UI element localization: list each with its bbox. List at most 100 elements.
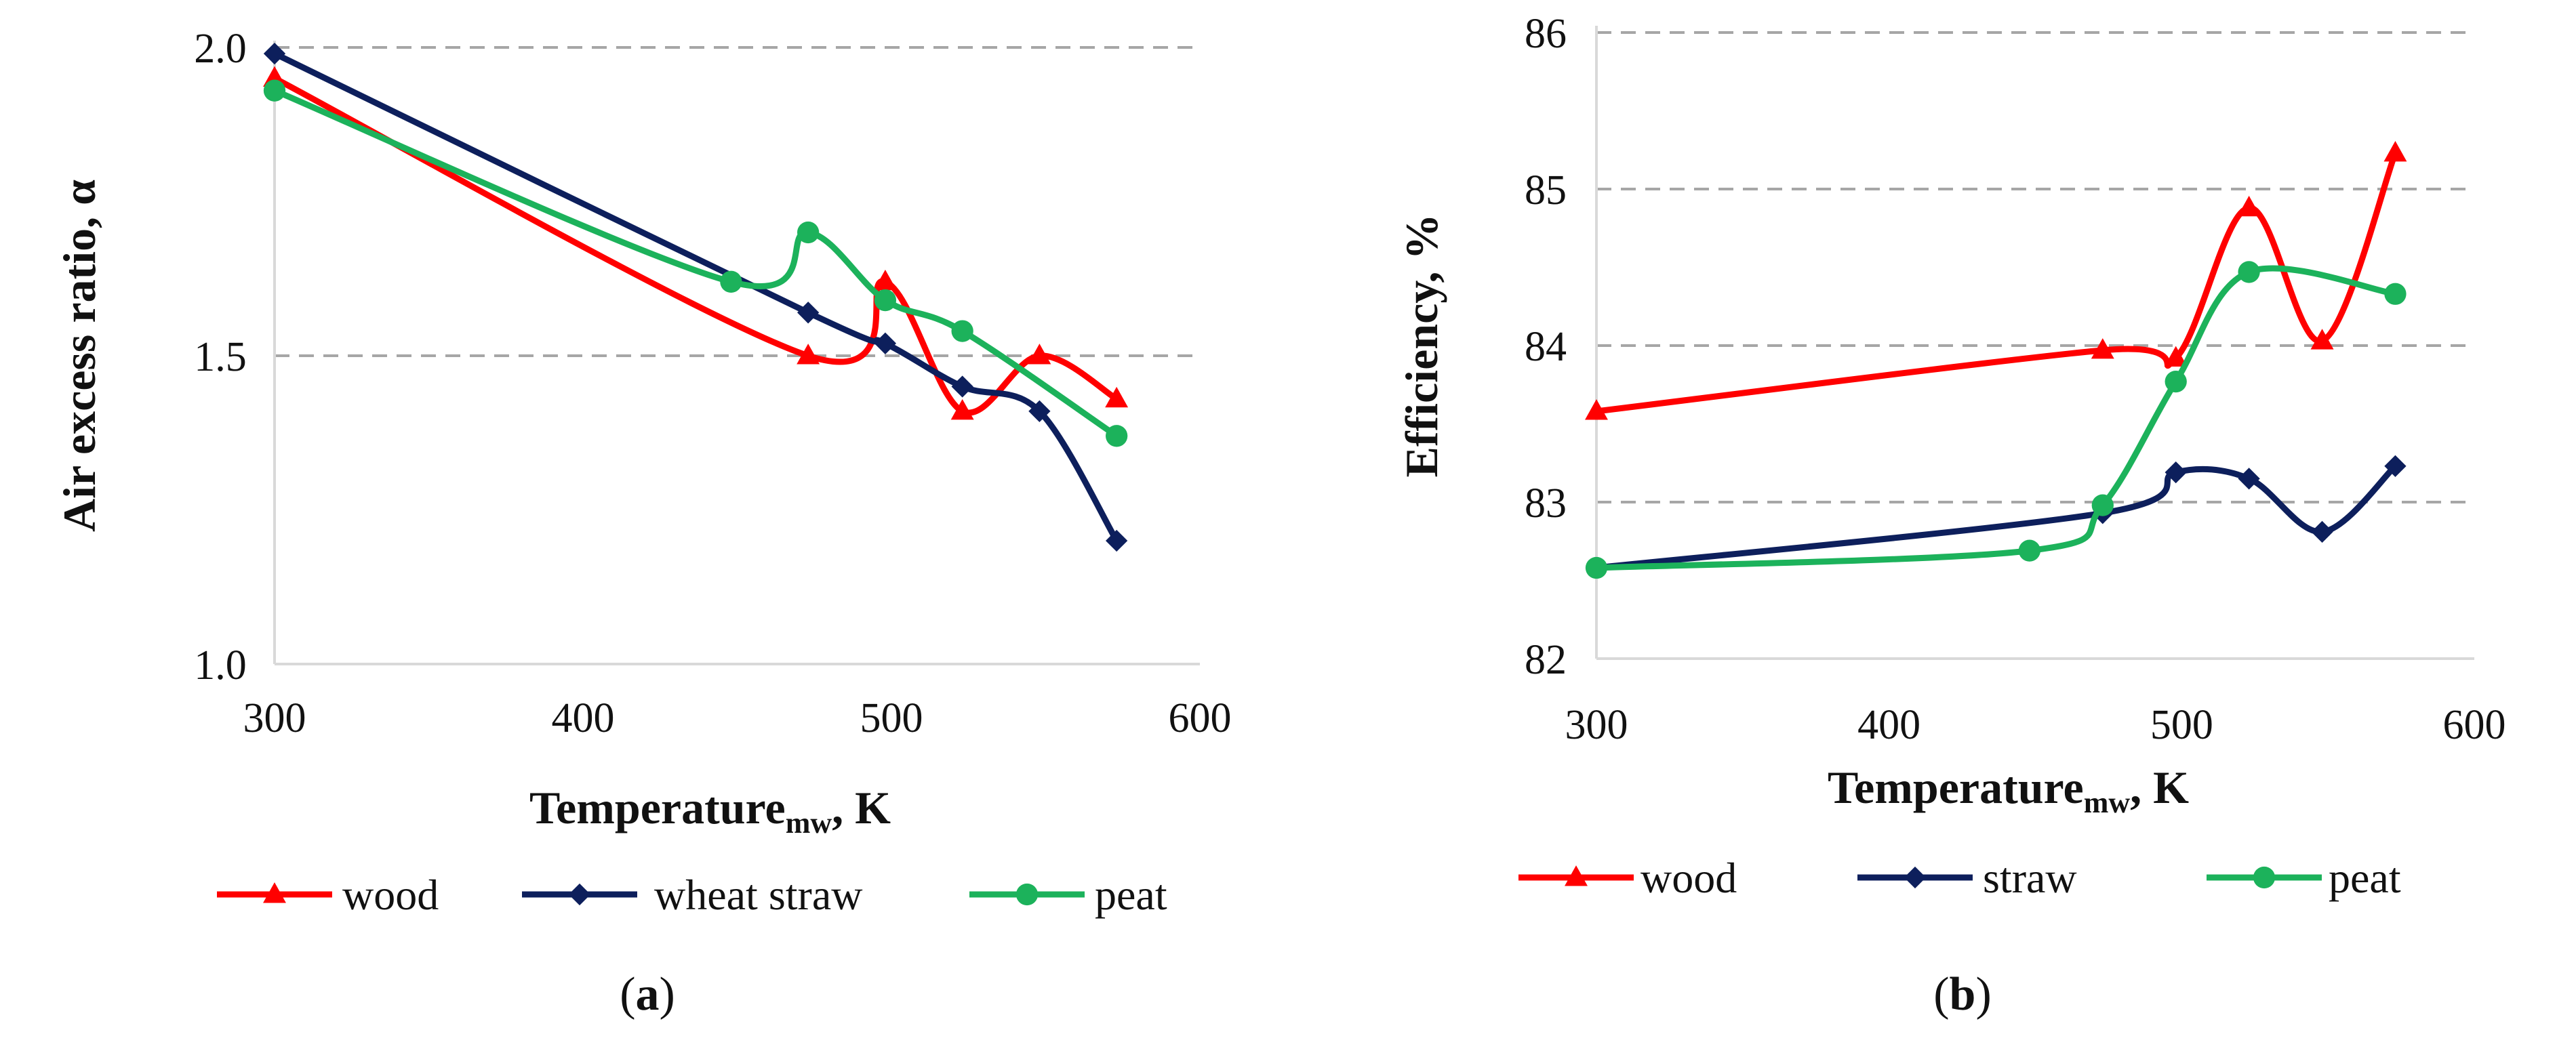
legend-item: peat	[969, 871, 1167, 919]
x-axis-title: Temperaturemw, K	[529, 782, 891, 840]
x-tick-label: 500	[2150, 702, 2213, 748]
panel-label-close: )	[660, 968, 675, 1020]
series-line	[1593, 265, 2398, 571]
data-point	[1028, 344, 1051, 365]
data-point	[2384, 283, 2407, 305]
y-tick-label: 86	[1525, 11, 1567, 57]
x-axis-title-main: Temperature	[1828, 762, 2084, 813]
legend-label: wheat straw	[654, 871, 862, 919]
legend-item: straw	[1857, 854, 2077, 902]
series-straw	[1585, 455, 2407, 579]
legend-item: peat	[2207, 854, 2401, 902]
series-wheat-straw	[263, 42, 1128, 552]
legend-swatch-marker	[263, 882, 286, 903]
data-point	[720, 270, 742, 293]
y-axis-title: Air excess ratio, α	[54, 180, 105, 532]
data-point	[2165, 461, 2187, 484]
legend-label: peat	[1095, 871, 1167, 919]
data-point	[2091, 338, 2114, 359]
legend: wood wheat straw peat	[217, 871, 1167, 919]
x-tick-label: 600	[2443, 702, 2506, 748]
legend-label: straw	[1983, 854, 2077, 902]
data-point	[2237, 195, 2261, 217]
x-axis-title-unit: , K	[832, 782, 891, 833]
data-point	[950, 399, 974, 420]
legend-swatch-marker	[1904, 866, 1927, 889]
panel-label-letter: b	[1950, 968, 1976, 1020]
legend-label: wood	[1641, 854, 1737, 902]
x-tick-label: 300	[243, 695, 306, 741]
data-point	[2164, 346, 2188, 367]
y-tick-label: 83	[1525, 480, 1567, 526]
x-axis-title-subscript: mw	[786, 806, 832, 840]
y-tick-label: 82	[1525, 637, 1567, 683]
data-point	[874, 289, 897, 312]
series-line	[271, 75, 1120, 416]
data-point	[874, 332, 897, 354]
data-point	[1585, 556, 1608, 579]
series-peat	[1585, 261, 2407, 579]
series-line	[1593, 150, 2398, 415]
y-axis-title: Efficiency, %	[1396, 213, 1447, 477]
panel-label: (a)	[620, 968, 675, 1020]
x-tick-label: 500	[860, 695, 923, 741]
data-point	[797, 302, 820, 324]
data-point	[797, 344, 820, 365]
data-point	[2091, 494, 2114, 516]
x-axis-title-main: Temperature	[529, 782, 786, 833]
legend-swatch-marker	[2253, 866, 2276, 889]
legend-label: peat	[2329, 854, 2401, 902]
data-point	[1585, 399, 1608, 420]
panel-label-open: (	[620, 968, 635, 1020]
data-point	[873, 269, 897, 291]
legend-swatch-marker	[1015, 883, 1039, 906]
series-wood	[1585, 141, 2407, 420]
data-point	[263, 42, 286, 65]
y-tick-label: 85	[1525, 167, 1567, 213]
legend-item: wood	[217, 871, 439, 919]
data-point	[263, 79, 286, 102]
chart-panel-b: 82 83 84 85 86 300 400 500 600 Efficiency, % Tempe…	[1396, 11, 2506, 1020]
x-axis-title: Temperaturemw, K	[1828, 762, 2189, 819]
y-tick-label: 1.5	[194, 334, 247, 380]
legend: wood straw peat	[1518, 854, 2401, 902]
data-point	[1106, 529, 1128, 552]
y-tick-label: 2.0	[194, 26, 247, 72]
series-line	[271, 87, 1120, 439]
y-tick-label: 84	[1525, 324, 1567, 370]
series-wood	[263, 66, 1129, 420]
data-point	[2310, 329, 2334, 350]
legend-item: wheat straw	[522, 871, 862, 919]
data-point	[2384, 455, 2407, 478]
x-tick-label: 400	[1857, 702, 1920, 748]
data-point	[1106, 425, 1128, 447]
series-line	[271, 50, 1120, 544]
x-axis-title-unit: , K	[2130, 762, 2189, 813]
x-tick-label: 400	[552, 695, 615, 741]
legend-label: wood	[342, 871, 439, 919]
legend-swatch-marker	[1565, 865, 1588, 886]
data-point	[2238, 261, 2260, 283]
data-point	[951, 375, 973, 398]
data-point	[2311, 520, 2333, 543]
data-point	[2165, 370, 2187, 393]
series-peat	[263, 79, 1128, 447]
panel-label-open: (	[1933, 968, 1949, 1020]
data-point	[1028, 400, 1051, 423]
data-point	[2383, 141, 2407, 162]
panel-label-letter: a	[636, 968, 660, 1020]
data-point	[951, 320, 973, 342]
data-point	[797, 221, 820, 244]
legend-swatch-marker	[568, 883, 591, 906]
panel-label-close: )	[1975, 968, 1991, 1020]
x-tick-label: 600	[1169, 695, 1232, 741]
panel-label: (b)	[1933, 968, 1992, 1020]
data-point	[2018, 539, 2041, 562]
data-point	[2238, 468, 2260, 490]
data-point	[1105, 386, 1129, 408]
x-axis-title-subscript: mw	[2084, 786, 2131, 819]
legend-item: wood	[1518, 854, 1737, 902]
chart-panel-a: 1.0 1.5 2.0 300 400 500 600 Air excess ratio, α…	[54, 26, 1232, 1020]
y-tick-label: 1.0	[194, 642, 247, 688]
